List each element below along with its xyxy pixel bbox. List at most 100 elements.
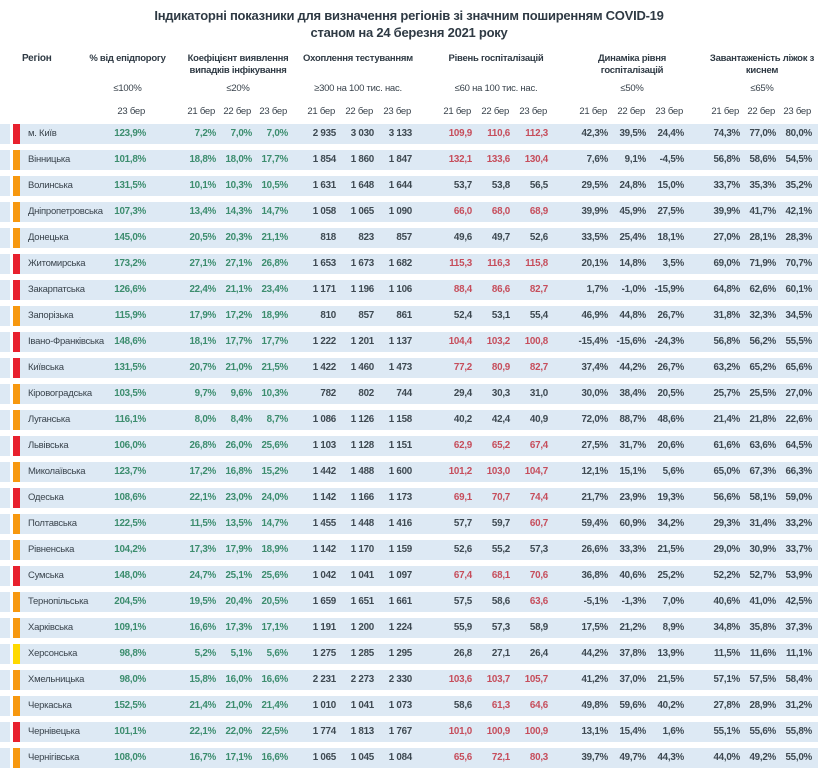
hospitalization-rate-value: 103,0: [476, 462, 514, 482]
oxygen-beds-occupancy-value: 30,9%: [744, 540, 780, 560]
testing-coverage-value: 1 058: [292, 202, 340, 222]
alert-level-chip: [13, 384, 20, 404]
testing-coverage-value: 1 097: [378, 566, 416, 586]
alert-level-chip: [13, 228, 20, 248]
row-gutter: [10, 748, 13, 768]
row-gutter: [10, 228, 13, 248]
testing-coverage-value: 1 201: [340, 332, 378, 352]
oxygen-beds-occupancy-value: 60,1%: [780, 280, 816, 300]
testing-coverage-value: 1 631: [292, 176, 340, 196]
hospitalization-rate-value: 80,9: [476, 358, 514, 378]
hospitalization-rate-value: 68,9: [514, 202, 552, 222]
detection-coef-value: 13,4%: [150, 202, 220, 222]
row-endpad: [816, 748, 818, 768]
table-row: Дніпропетровська 107,3% 13,4% 14,3% 14,7…: [0, 202, 818, 222]
page-title: Індикаторні показники для визначення рег…: [0, 0, 818, 41]
hospitalization-dynamics-value: 21,5%: [650, 670, 688, 690]
hospitalization-rate-value: 59,7: [476, 514, 514, 534]
detection-coef-value: 26,0%: [220, 436, 256, 456]
hospitalization-dynamics-value: 13,1%: [552, 722, 612, 742]
detection-coef-value: 22,1%: [150, 488, 220, 508]
row-left-strip: [0, 436, 10, 456]
hospitalization-dynamics-value: 13,9%: [650, 644, 688, 664]
oxygen-beds-occupancy-value: 28,3%: [780, 228, 816, 248]
hospitalization-dynamics-value: 49,8%: [552, 696, 612, 716]
hospitalization-rate-value: 29,4: [416, 384, 476, 404]
hospitalization-rate-value: 68,1: [476, 566, 514, 586]
hospitalization-dynamics-value: 45,9%: [612, 202, 650, 222]
hospitalization-rate-value: 26,4: [514, 644, 552, 664]
oxygen-beds-occupancy-value: 41,7%: [744, 202, 780, 222]
testing-coverage-value: 782: [292, 384, 340, 404]
row-gutter: [10, 462, 13, 482]
testing-coverage-value: 744: [378, 384, 416, 404]
region-name: Харківська: [20, 618, 105, 638]
table-row: Чернівецька 101,1% 22,1% 22,0% 22,5% 1 7…: [0, 722, 818, 742]
column-group-oxygen-beds-occupancy: Завантаженість ліжок з киснем: [709, 53, 815, 76]
region-name: Житомирська: [20, 254, 105, 274]
epidemic-threshold-value: 173,2%: [105, 254, 150, 274]
alert-level-chip: [13, 540, 20, 560]
oxygen-beds-occupancy-value: 58,1%: [744, 488, 780, 508]
detection-coef-value: 16,6%: [256, 670, 292, 690]
oxygen-beds-occupancy-value: 64,5%: [780, 436, 816, 456]
alert-level-chip: [13, 124, 20, 144]
detection-coef-value: 17,7%: [256, 150, 292, 170]
detection-coef-value: 8,4%: [220, 410, 256, 430]
hospitalization-dynamics-value: 20,5%: [650, 384, 688, 404]
oxygen-beds-occupancy-value: 52,7%: [744, 566, 780, 586]
hospitalization-rate-value: 57,7: [416, 514, 476, 534]
epidemic-threshold-value: 108,6%: [105, 488, 150, 508]
oxygen-beds-occupancy-value: 54,5%: [780, 150, 816, 170]
testing-coverage-value: 1 442: [292, 462, 340, 482]
table-row: Запорізька 115,9% 17,9% 17,2% 18,9% 810 …: [0, 306, 818, 326]
hospitalization-dynamics-value: 38,4%: [612, 384, 650, 404]
oxygen-beds-occupancy-value: 33,7%: [688, 176, 744, 196]
hospitalization-rate-value: 104,4: [416, 332, 476, 352]
column-group-hospitalization-dynamics: Динаміка рівня госпіталізацій: [597, 53, 667, 76]
oxygen-beds-occupancy-value: 28,9%: [744, 696, 780, 716]
hospitalization-dynamics-value: 7,0%: [650, 592, 688, 612]
hospitalization-rate-value: 58,6: [476, 592, 514, 612]
hospitalization-dynamics-value: 27,5%: [650, 202, 688, 222]
testing-coverage-value: 1 171: [292, 280, 340, 300]
hospitalization-dynamics-value: 1,6%: [650, 722, 688, 742]
hospitalization-dynamics-value: 17,5%: [552, 618, 612, 638]
date-label: 23 бер: [383, 106, 411, 117]
testing-coverage-value: 1 170: [340, 540, 378, 560]
hospitalization-rate-value: 116,3: [476, 254, 514, 274]
detection-coef-value: 17,7%: [220, 332, 256, 352]
hospitalization-dynamics-value: 88,7%: [612, 410, 650, 430]
row-endpad: [816, 644, 818, 664]
hospitalization-dynamics-value: 46,9%: [552, 306, 612, 326]
region-name: Одеська: [20, 488, 105, 508]
row-left-strip: [0, 644, 10, 664]
oxygen-beds-occupancy-value: 42,1%: [780, 202, 816, 222]
oxygen-beds-occupancy-value: 29,0%: [688, 540, 744, 560]
testing-coverage-value: 1 173: [378, 488, 416, 508]
table-body: м. Київ 123,9% 7,2% 7,0% 7,0% 2 935 3 03…: [0, 124, 818, 768]
oxygen-beds-occupancy-value: 69,0%: [688, 254, 744, 274]
region-name: м. Київ: [20, 124, 105, 144]
oxygen-beds-occupancy-value: 66,3%: [780, 462, 816, 482]
detection-coef-value: 22,5%: [256, 722, 292, 742]
hospitalization-rate-value: 115,8: [514, 254, 552, 274]
testing-coverage-value: 818: [292, 228, 340, 248]
table-row: Черкаська 152,5% 21,4% 21,0% 21,4% 1 010…: [0, 696, 818, 716]
row-left-strip: [0, 670, 10, 690]
hospitalization-dynamics-value: 36,8%: [552, 566, 612, 586]
detection-coef-value: 20,4%: [220, 592, 256, 612]
region-name: Черкаська: [20, 696, 105, 716]
alert-level-chip: [13, 436, 20, 456]
row-left-strip: [0, 462, 10, 482]
hospitalization-dynamics-value: 26,6%: [552, 540, 612, 560]
row-left-strip: [0, 514, 10, 534]
hospitalization-dynamics-value: 21,7%: [552, 488, 612, 508]
oxygen-beds-occupancy-value: 42,5%: [780, 592, 816, 612]
oxygen-beds-occupancy-value: 11,5%: [688, 644, 744, 664]
hospitalization-rate-value: 70,6: [514, 566, 552, 586]
detection-coef-value: 15,2%: [256, 462, 292, 482]
hospitalization-rate-value: 103,7: [476, 670, 514, 690]
threshold-beds: ≤65%: [750, 83, 774, 94]
page-title-line1: Індикаторні показники для визначення рег…: [154, 8, 664, 23]
